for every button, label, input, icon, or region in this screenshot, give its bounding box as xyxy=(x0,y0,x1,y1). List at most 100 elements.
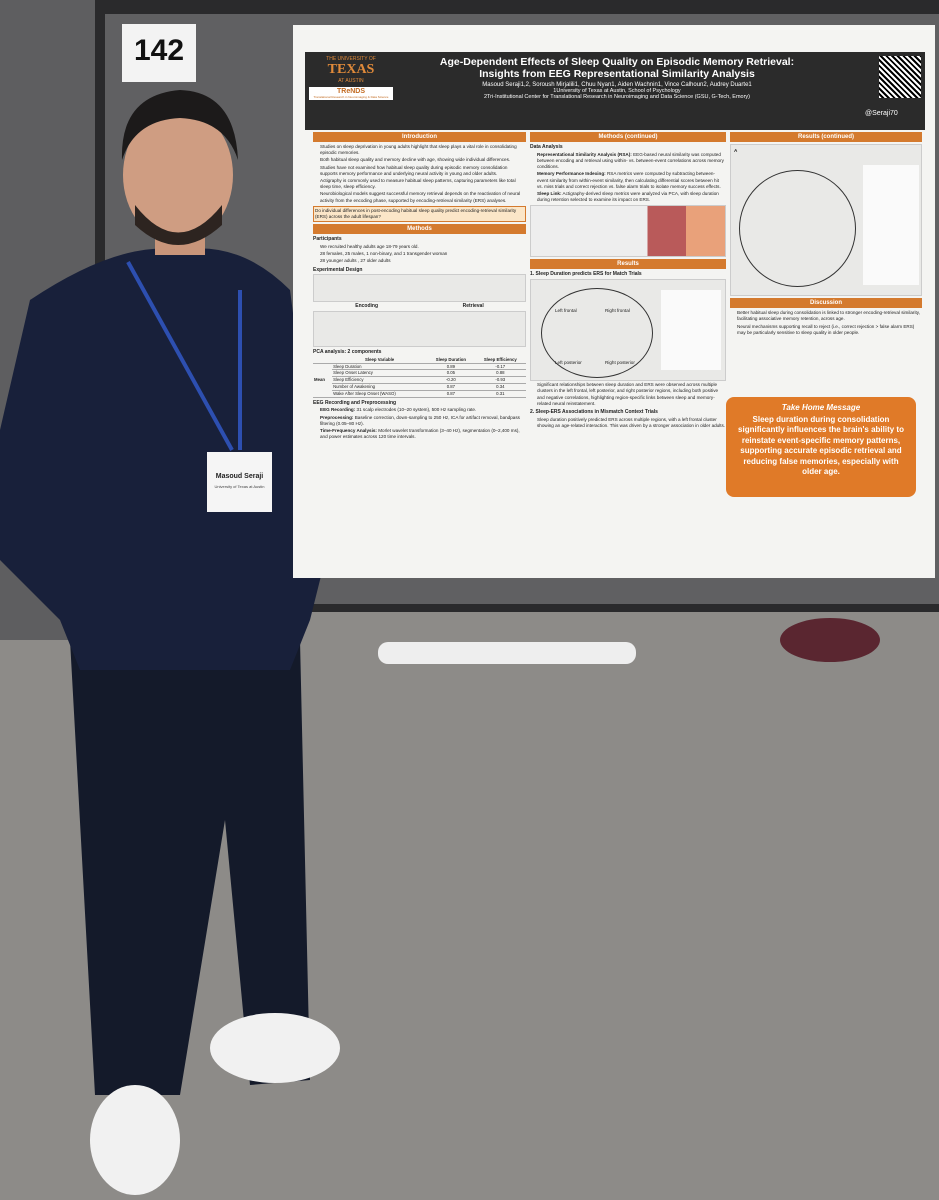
beard xyxy=(135,205,222,245)
stimulus-images xyxy=(313,311,526,348)
table-row: Sleep Onset Latency 0.05 0.88 xyxy=(313,369,526,378)
bullet: Both habitual sleep quality and memory d… xyxy=(320,157,526,163)
results-continued-figure: A xyxy=(730,144,922,297)
bullet: Representational Similarity Analysis (RS… xyxy=(537,152,726,171)
table-cell: Number of Awakening xyxy=(332,383,428,391)
subheading: Participants xyxy=(313,236,342,243)
hair xyxy=(121,90,238,160)
lab-full: Translational Research in Neuroimaging &… xyxy=(313,95,389,99)
left-shoe xyxy=(90,1085,180,1195)
bullet: Studies on sleep deprivation in young ad… xyxy=(320,144,526,156)
scalp-map xyxy=(541,288,653,379)
table-cell: -0.17 xyxy=(474,363,526,371)
badge-name: Masoud Seraji xyxy=(216,473,264,480)
table-row: Mean Sleep Duration 0.89 -0.17 xyxy=(313,363,526,398)
bullet: 28 females, 25 males, 1 non-binary, and … xyxy=(320,251,526,257)
poster-tube xyxy=(378,642,636,664)
bullet: EEG Recording: 31 scalp electrodes (10–2… xyxy=(320,407,526,413)
logo-line: THE UNIVERSITY OF xyxy=(326,56,376,62)
bullet: Better habitual sleep during consolidati… xyxy=(737,310,922,322)
table-row: Number of Awakening 0.87 0.34 xyxy=(313,383,526,391)
results-figure: Left frontal Right frontal Left posterio… xyxy=(530,279,726,382)
table-row: Wake After Sleep Onset (WASO) 0.87 0.31 xyxy=(313,390,526,398)
bullet-text: Actigraphy-derived sleep metrics were an… xyxy=(537,190,719,203)
shirt xyxy=(0,248,325,671)
table-cell: 0.87 xyxy=(427,383,475,391)
section-heading: Introduction xyxy=(313,132,526,143)
region-label: Right posterior xyxy=(605,360,635,366)
subheading: PCA analysis: 2 components xyxy=(313,349,382,356)
bullet: Actigraphy is commonly used to measure h… xyxy=(320,178,526,190)
research-question: Do individual differences in post-encodi… xyxy=(313,205,526,223)
section-heading: Methods xyxy=(313,224,526,235)
take-home-heading: Take Home Message xyxy=(781,403,861,412)
section-heading: Methods (continued) xyxy=(530,132,726,143)
logo-line: TEXAS xyxy=(327,62,375,77)
phase-labels: Encoding Retrieval xyxy=(313,303,526,310)
panel-label: A xyxy=(734,148,738,154)
bullet-lead: Representational Similarity Analysis (RS… xyxy=(537,151,632,157)
lanyard xyxy=(126,261,242,451)
table-cell: Sleep Efficiency xyxy=(332,376,428,384)
poster-title: Age-Dependent Effects of Sleep Quality o… xyxy=(439,56,795,68)
bullet: Neurobiological models suggest successfu… xyxy=(320,191,526,203)
subheading: Experimental Design xyxy=(313,266,363,273)
bullet-text: RSA metrics were computed by subtracting… xyxy=(537,171,721,189)
bullet: Neural mechanisms supporting recall to r… xyxy=(737,324,922,336)
section-heading: Discussion xyxy=(730,298,922,309)
badge xyxy=(207,452,272,512)
bullet-list: Representational Similarity Analysis (RS… xyxy=(530,152,726,204)
region-label: Left frontal xyxy=(555,308,577,314)
subheading: EEG Recording and Preprocessing xyxy=(313,399,397,406)
qr-code xyxy=(879,56,921,98)
take-home-box: Take Home Message Sleep duration during … xyxy=(726,397,916,497)
bullet: Sleep Link: Actigraphy-derived sleep met… xyxy=(537,191,726,203)
scalp-map xyxy=(739,170,856,288)
phase-label: Encoding xyxy=(355,303,379,310)
bullet-lead: Memory Performance Indexing: xyxy=(537,171,606,177)
bullet: 28 younger adults , 27 older adults xyxy=(320,258,526,264)
column-header: Sleep Duration xyxy=(427,356,475,364)
column-header: Sleep Variable xyxy=(332,356,428,364)
design-diagram xyxy=(313,274,526,303)
table-cell: 0.34 xyxy=(474,383,526,391)
bullet-list: Studies on sleep deprivation in young ad… xyxy=(313,144,526,204)
subheading: Data Analysis xyxy=(530,144,563,151)
bullet: Preprocessing: Baseline correction, down… xyxy=(320,415,526,427)
twitter-handle: @Seraji70 xyxy=(865,110,898,117)
table-cell: 0.88 xyxy=(474,369,526,378)
face xyxy=(123,107,233,243)
bullet: Studies have not examined how habitual s… xyxy=(320,165,526,177)
poster-header: THE UNIVERSITY OF TEXAS AT AUSTIN TReNDS… xyxy=(305,52,925,130)
logo-line: AT AUSTIN xyxy=(338,78,364,84)
table-cell: Sleep Onset Latency xyxy=(332,369,428,378)
poster-subtitle: Insights from EEG Representational Simil… xyxy=(479,68,755,80)
bullet-lead: Preprocessing: xyxy=(320,414,354,420)
section-heading: Results xyxy=(530,259,726,270)
column-3: Results (continued) A Discussion Better … xyxy=(730,130,922,530)
bullet: Sleep duration positively predicted ERS … xyxy=(537,417,726,429)
table-cell: Sleep Duration xyxy=(332,363,428,371)
rsa-figure xyxy=(530,205,726,258)
table-cell: 0.31 xyxy=(474,390,526,398)
affiliation: 2Tri-Institutional Center for Translatio… xyxy=(483,94,751,100)
column-header: Sleep Efficiency xyxy=(474,356,526,364)
table-cell xyxy=(313,356,333,364)
table-cell: -0.20 xyxy=(427,376,475,384)
booth-card xyxy=(122,24,196,82)
bullet-list: Better habitual sleep during consolidati… xyxy=(730,310,922,336)
bullet-text: 31 scalp electrodes (10–20 system), 500 … xyxy=(356,407,477,413)
trousers xyxy=(70,640,310,1095)
lab-name: TReNDS xyxy=(336,88,365,95)
row-group: Mean xyxy=(313,363,333,398)
table-row: Sleep Efficiency -0.20 -0.93 xyxy=(313,376,526,384)
take-home-text: Sleep duration during consolidation sign… xyxy=(738,415,904,476)
bullet-text: EEG-based neural similarity was computed… xyxy=(537,151,724,170)
affiliation: 1University of Texas at Austin, School o… xyxy=(553,88,681,94)
lab-logo: TReNDS Translational Research in Neuroim… xyxy=(309,87,393,100)
pca-table: Sleep Variable Sleep Duration Sleep Effici… xyxy=(313,356,526,398)
poster: THE UNIVERSITY OF TEXAS AT AUSTIN TReNDS… xyxy=(293,25,935,578)
table-cell: Wake After Sleep Onset (WASO) xyxy=(332,390,428,398)
table-cell: 0.89 xyxy=(427,363,475,371)
